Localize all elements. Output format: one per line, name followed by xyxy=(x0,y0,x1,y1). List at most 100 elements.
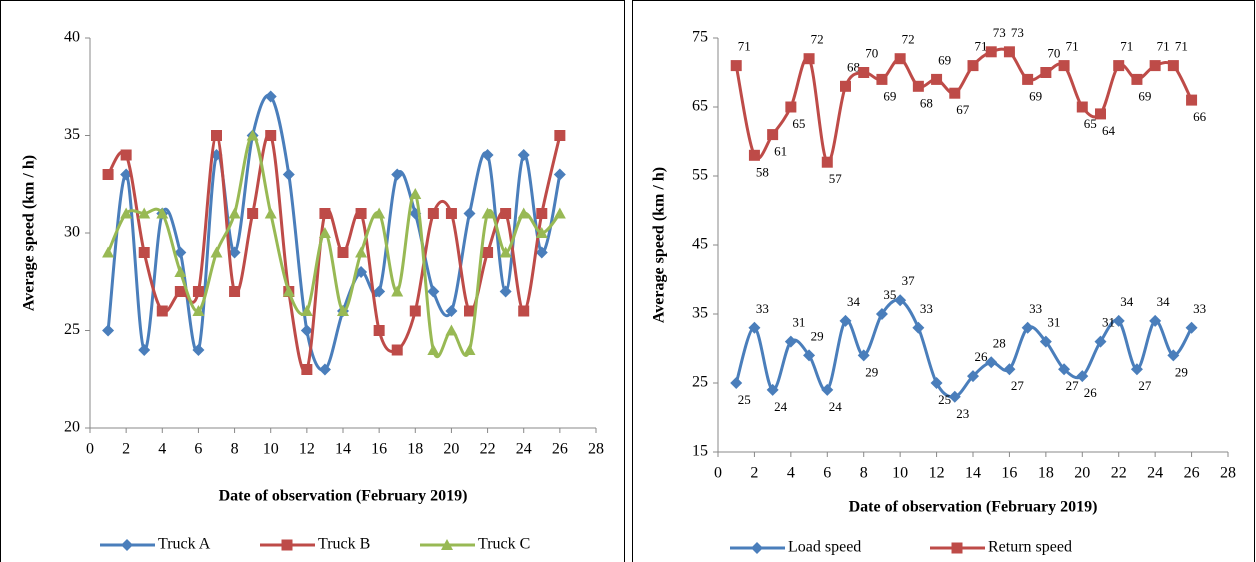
marker xyxy=(138,344,151,356)
marker xyxy=(1058,60,1070,72)
data-label: 27 xyxy=(1066,378,1080,393)
marker xyxy=(840,80,851,92)
marker xyxy=(785,101,797,113)
data-label: 57 xyxy=(829,171,843,186)
y-tick-label: 65 xyxy=(692,98,708,115)
data-label: 26 xyxy=(975,349,989,364)
marker xyxy=(517,149,530,161)
marker xyxy=(931,73,943,85)
marker xyxy=(766,383,779,396)
x-tick-label: 16 xyxy=(371,441,387,458)
x-tick-label: 14 xyxy=(335,441,351,458)
legend-label: Truck A xyxy=(158,536,211,553)
marker xyxy=(1113,60,1125,72)
marker xyxy=(784,335,797,348)
marker xyxy=(373,207,386,219)
data-label: 65 xyxy=(1084,116,1097,131)
marker xyxy=(518,305,530,317)
marker xyxy=(517,207,530,219)
marker xyxy=(1095,108,1106,120)
marker xyxy=(192,286,204,297)
marker xyxy=(554,130,566,141)
marker xyxy=(499,285,512,298)
marker xyxy=(174,286,186,297)
marker xyxy=(300,305,313,316)
marker xyxy=(1112,314,1125,327)
marker xyxy=(138,247,150,258)
marker xyxy=(1040,67,1052,78)
marker xyxy=(391,285,404,297)
marker xyxy=(156,305,168,317)
marker xyxy=(1094,335,1107,348)
marker xyxy=(264,207,277,219)
data-label: 33 xyxy=(756,301,769,316)
marker xyxy=(730,60,742,72)
marker xyxy=(1003,46,1015,58)
marker xyxy=(228,207,241,219)
data-label: 73 xyxy=(993,25,1006,40)
marker xyxy=(445,324,458,336)
x-tick-label: 24 xyxy=(516,441,532,458)
marker xyxy=(500,208,512,219)
marker xyxy=(482,247,494,258)
data-label: 33 xyxy=(1029,301,1042,316)
x-tick-label: 12 xyxy=(929,465,945,482)
x-tick-label: 4 xyxy=(158,441,166,458)
marker xyxy=(949,87,961,99)
x-tick-label: 14 xyxy=(965,465,981,482)
x-tick-label: 6 xyxy=(823,465,831,482)
marker xyxy=(767,129,779,141)
x-tick-label: 8 xyxy=(860,465,868,482)
marker xyxy=(1186,94,1198,106)
data-label: 71 xyxy=(1066,39,1079,54)
marker xyxy=(948,390,961,403)
marker xyxy=(894,294,907,307)
data-label: 69 xyxy=(883,88,896,103)
panel-border xyxy=(632,0,1255,562)
marker xyxy=(282,285,295,297)
data-label: 25 xyxy=(738,392,751,407)
marker xyxy=(967,60,979,72)
data-label: 69 xyxy=(1029,88,1042,103)
marker xyxy=(318,363,331,376)
x-tick-label: 2 xyxy=(122,441,130,458)
marker xyxy=(228,246,241,259)
marker xyxy=(300,324,313,337)
y-tick-label: 25 xyxy=(692,374,708,391)
data-label: 34 xyxy=(847,294,861,309)
marker xyxy=(282,168,295,181)
y-tick-label: 30 xyxy=(64,224,80,241)
x-axis-title: Date of observation (February 2019) xyxy=(849,499,1098,516)
legend-label: Truck B xyxy=(318,536,370,553)
marker xyxy=(337,247,349,258)
data-label: 23 xyxy=(956,406,969,421)
marker xyxy=(463,207,476,220)
series-line xyxy=(106,133,562,359)
marker xyxy=(373,285,386,298)
marker xyxy=(821,156,833,168)
marker xyxy=(912,321,925,334)
data-label: 29 xyxy=(811,328,824,343)
data-label: 61 xyxy=(774,144,787,159)
data-label: 27 xyxy=(1138,378,1152,393)
data-label: 31 xyxy=(792,315,805,330)
legend-marker xyxy=(441,539,453,550)
y-axis-title: Average speed (km / h) xyxy=(651,167,668,323)
data-label: 69 xyxy=(1138,88,1151,103)
marker xyxy=(409,305,421,317)
x-tick-label: 10 xyxy=(892,465,908,482)
marker xyxy=(1076,101,1088,113)
data-label: 29 xyxy=(865,364,878,379)
panel-border xyxy=(0,0,625,562)
y-axis-title: Average speed (km / h) xyxy=(21,155,38,311)
y-tick-label: 15 xyxy=(692,443,708,460)
x-tick-label: 26 xyxy=(552,441,568,458)
marker xyxy=(985,356,998,369)
marker xyxy=(803,349,816,362)
marker xyxy=(229,286,241,297)
series-line xyxy=(106,93,562,372)
y-tick-label: 25 xyxy=(64,321,80,338)
marker xyxy=(553,168,566,181)
x-tick-label: 4 xyxy=(787,465,795,482)
